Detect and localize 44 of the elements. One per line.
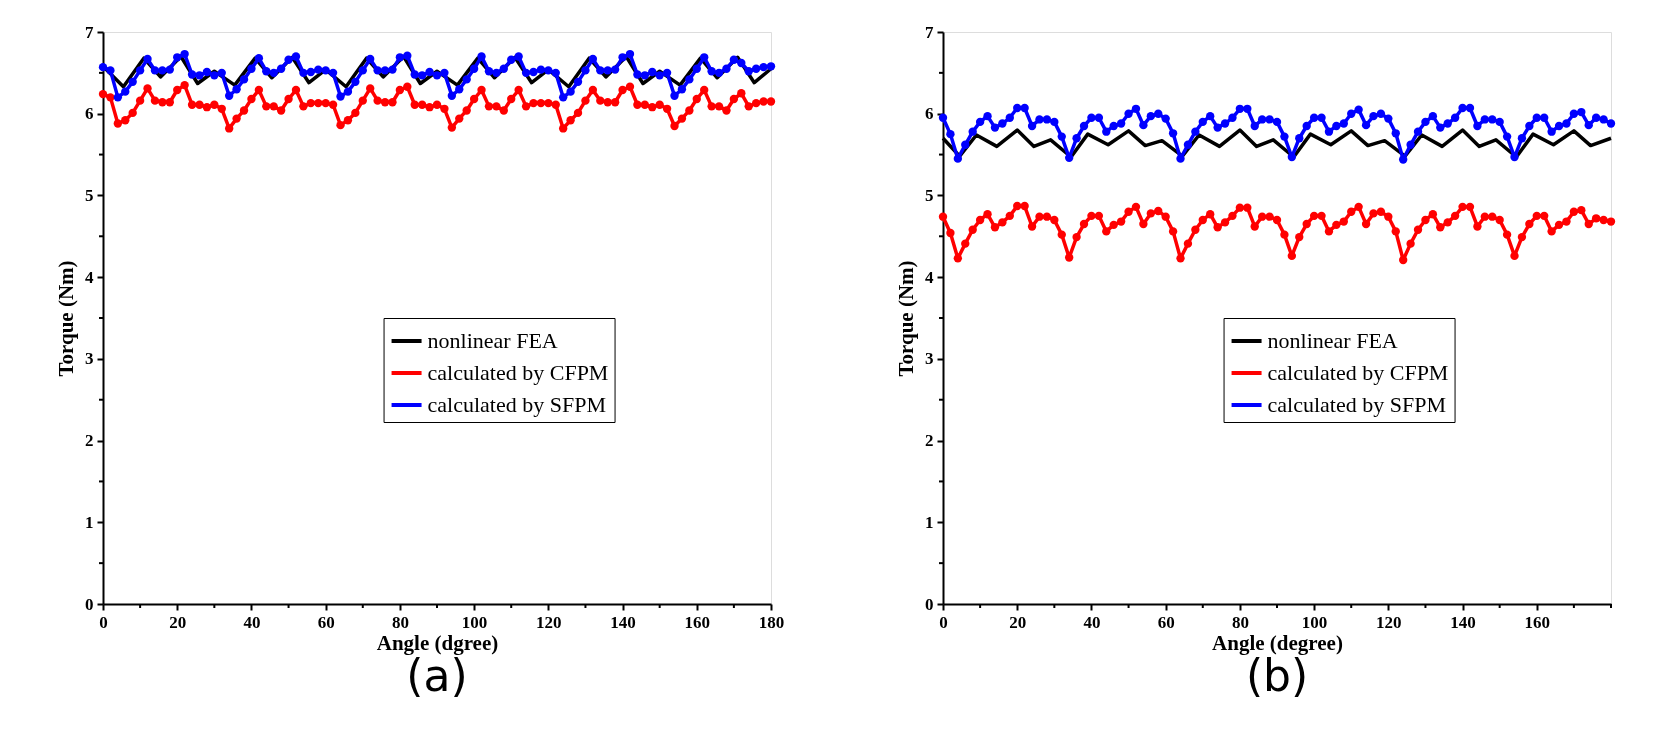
y-tick-label: 2 [925, 431, 934, 451]
x-tick-label: 180 [758, 612, 785, 632]
legend-label: calculated by CFPM [1267, 360, 1449, 385]
y-axis-title: Torque (Nm) [894, 260, 918, 377]
x-tick-label: 160 [1524, 612, 1551, 632]
x-tick-label: 60 [1157, 612, 1175, 632]
y-tick-label: 0 [925, 594, 934, 614]
x-tick-label: 60 [317, 612, 335, 632]
x-tick-label: 80 [391, 612, 409, 632]
x-tick-label: 80 [1231, 612, 1249, 632]
y-tick-label: 3 [925, 349, 934, 369]
x-tick-label: 140 [610, 612, 636, 632]
legend-label: nonlinear FEA [1267, 328, 1398, 353]
x-tick-label: 0 [99, 612, 108, 632]
y-axis-title: Torque (Nm) [54, 260, 78, 377]
legend-label: calculated by CFPM [427, 360, 609, 385]
x-tick-label: 40 [243, 612, 261, 632]
y-tick-label: 1 [925, 512, 934, 532]
y-tick-label: 7 [85, 22, 94, 42]
y-tick-label: 2 [85, 431, 94, 451]
y-tick-label: 0 [85, 594, 94, 614]
x-tick-label: 20 [1009, 612, 1027, 632]
legend-label: calculated by SFPM [1267, 392, 1446, 417]
x-tick-label: 0 [939, 612, 948, 632]
y-tick-label: 1 [85, 512, 94, 532]
x-tick-label: 40 [1083, 612, 1101, 632]
y-tick-label: 4 [925, 267, 934, 287]
x-tick-label: 20 [169, 612, 187, 632]
y-tick-label: 6 [85, 104, 94, 124]
x-tick-label: 140 [1450, 612, 1476, 632]
y-tick-label: 7 [925, 22, 934, 42]
y-tick-label: 5 [85, 185, 94, 205]
y-tick-label: 6 [925, 104, 934, 124]
x-tick-label: 120 [1376, 612, 1402, 632]
legend-label: nonlinear FEA [427, 328, 558, 353]
x-tick-label: 160 [684, 612, 711, 632]
x-tick-label: 100 [1301, 612, 1328, 632]
y-tick-label: 3 [85, 349, 94, 369]
x-axis-title: Angle (degree) [1212, 630, 1343, 655]
legend-label: calculated by SFPM [427, 392, 606, 417]
x-tick-label: 100 [461, 612, 488, 632]
y-tick-label: 5 [925, 185, 934, 205]
y-tick-label: 4 [85, 267, 94, 287]
x-tick-label: 120 [536, 612, 562, 632]
